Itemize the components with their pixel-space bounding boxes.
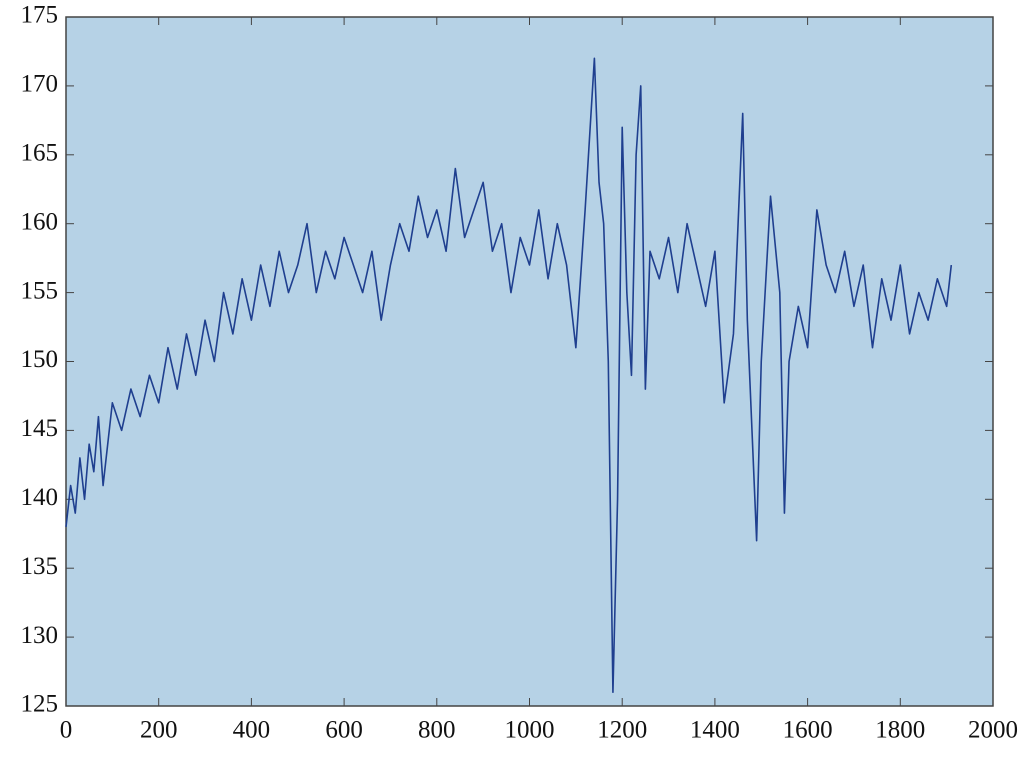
x-tick-label: 2000 [968, 717, 1018, 744]
y-tick-label: 175 [21, 2, 59, 29]
x-tick-label: 1600 [783, 717, 833, 744]
plot-area [65, 16, 994, 707]
y-tick-label: 145 [21, 415, 59, 442]
y-tick-label: 150 [21, 346, 59, 373]
y-tick-label: 160 [21, 208, 59, 235]
y-tick-label: 165 [21, 140, 59, 167]
x-tick-label: 1800 [875, 717, 925, 744]
y-tick-label: 130 [21, 622, 59, 649]
x-tick-label: 600 [325, 717, 363, 744]
x-tick-label: 1000 [505, 717, 555, 744]
y-tick-label: 170 [21, 71, 59, 98]
y-tick-label: 135 [21, 553, 59, 580]
y-tick-label: 155 [21, 277, 59, 304]
x-tick-label: 0 [60, 717, 73, 744]
x-tick-label: 800 [418, 717, 456, 744]
x-tick-label: 400 [233, 717, 271, 744]
data-line [65, 57, 953, 694]
y-tick-label: 140 [21, 484, 59, 511]
y-tick-label: 125 [21, 691, 59, 718]
x-tick-label: 200 [140, 717, 178, 744]
x-tick-label: 1200 [597, 717, 647, 744]
x-tick-label: 1400 [690, 717, 740, 744]
